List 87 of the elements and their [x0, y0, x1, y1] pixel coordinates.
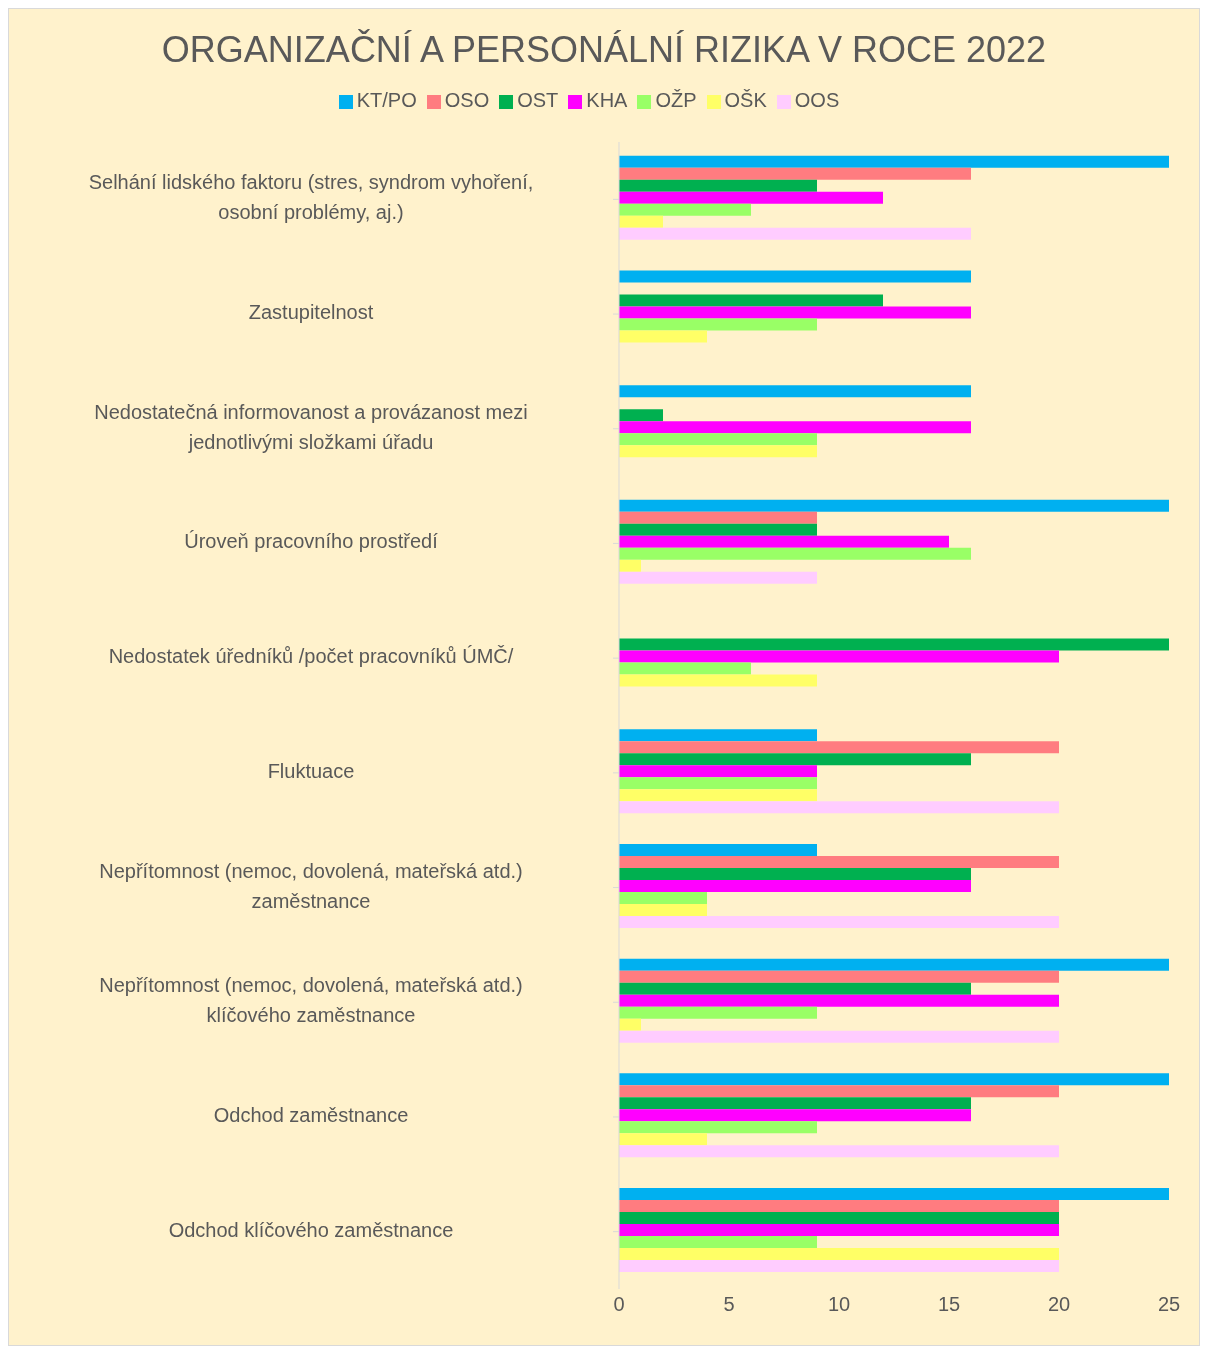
- bar: [619, 789, 817, 802]
- bar: [619, 843, 817, 856]
- bar: [619, 729, 817, 742]
- bar: [619, 915, 1059, 928]
- bar: [619, 982, 971, 995]
- y-tick-label: Úroveň pracovního prostředí: [184, 530, 439, 553]
- bar: [619, 1236, 817, 1249]
- y-tick-label: Fluktuace: [267, 760, 355, 783]
- bar: [619, 499, 1169, 512]
- bar: [619, 1030, 1059, 1043]
- bar: [619, 559, 641, 572]
- bar: [619, 970, 1059, 983]
- bar: [619, 994, 1059, 1007]
- bar: [619, 155, 1169, 168]
- bar: [619, 179, 817, 192]
- bar: [619, 891, 707, 904]
- bar: [619, 227, 971, 240]
- bar: [619, 1212, 1059, 1225]
- bar: [619, 638, 1169, 651]
- y-tick-label: Nepřítomnost (nemoc, dovolená, mateřská atd.) klíčového zaměstnance: [99, 974, 523, 1027]
- x-tick-label: 20: [1047, 1293, 1071, 1316]
- bar: [619, 1109, 971, 1122]
- bar: [619, 867, 971, 880]
- bar: [619, 306, 971, 319]
- legend-label: OŠK: [724, 89, 767, 111]
- y-tick-label: Zastupitelnost: [248, 301, 374, 324]
- bar: [619, 1248, 1059, 1261]
- bar: [619, 1121, 817, 1134]
- bar: [619, 318, 817, 331]
- bar: [619, 203, 751, 216]
- chart-title: ORGANIZAČNÍ A PERSONÁLNÍ RIZIKA V ROCE 2022: [160, 28, 1048, 72]
- legend-label: KT/PO: [356, 89, 417, 111]
- bar: [619, 741, 1059, 754]
- bar: [619, 215, 663, 228]
- bar: [619, 1018, 641, 1031]
- legend-label: OSO: [444, 89, 490, 111]
- y-tick-label: Nedostatečná informovanost a provázanost mezi jednotlivými složkami úřadu: [94, 401, 528, 454]
- bar: [619, 191, 883, 204]
- bar: [619, 330, 707, 343]
- bar: [619, 662, 751, 675]
- bar: [619, 167, 971, 180]
- bar: [619, 801, 1059, 814]
- bar: [619, 777, 817, 790]
- bar: [619, 409, 663, 422]
- bar: [619, 571, 817, 584]
- bar: [619, 1073, 1169, 1086]
- bar: [619, 855, 1059, 868]
- bar: [619, 879, 971, 892]
- bar: [619, 674, 817, 687]
- bar: [619, 958, 1169, 971]
- bar: [619, 1145, 1059, 1158]
- bar: [619, 903, 707, 916]
- legend-label: OST: [517, 89, 559, 111]
- bar: [619, 511, 817, 524]
- bar: [619, 765, 817, 778]
- bar: [619, 1097, 971, 1110]
- x-tick-label: 5: [723, 1293, 735, 1316]
- bar: [619, 753, 971, 766]
- bar: [619, 547, 971, 560]
- x-tick-label: 10: [827, 1293, 851, 1316]
- bar: [619, 294, 883, 307]
- bar: [619, 445, 817, 458]
- bar: [619, 535, 949, 548]
- x-tick-label: 0: [613, 1293, 625, 1316]
- y-tick-label: Selhání lidského faktoru (stres, syndrom vyhoření, osobní problémy, aj.): [88, 171, 534, 224]
- bar: [619, 1085, 1059, 1098]
- y-tick-label: Odchod zaměstnance: [213, 1104, 409, 1127]
- bar: [619, 1188, 1169, 1201]
- x-tick-label: 15: [937, 1293, 961, 1316]
- bar: [619, 433, 817, 446]
- bar: [619, 650, 1059, 663]
- bar: [619, 1006, 817, 1019]
- bar: [619, 1224, 1059, 1237]
- bar: [619, 270, 971, 283]
- x-tick-label: 25: [1157, 1293, 1181, 1316]
- bar: [619, 385, 971, 398]
- y-tick-label: Nepřítomnost (nemoc, dovolená, mateřská atd.) zaměstnance: [99, 859, 523, 912]
- y-tick-label: Nedostatek úředníků /počet pracovníků ÚMČ/: [108, 645, 514, 668]
- bar: [619, 421, 971, 434]
- legend-label: OOS: [794, 89, 840, 111]
- legend-label: KHA: [586, 89, 628, 111]
- y-tick-label: Odchod klíčového zaměstnance: [168, 1218, 454, 1241]
- bar: [619, 523, 817, 536]
- bar: [619, 1133, 707, 1146]
- bar: [619, 1260, 1059, 1273]
- bar: [619, 1200, 1059, 1213]
- legend-label: OŽP: [655, 89, 697, 111]
